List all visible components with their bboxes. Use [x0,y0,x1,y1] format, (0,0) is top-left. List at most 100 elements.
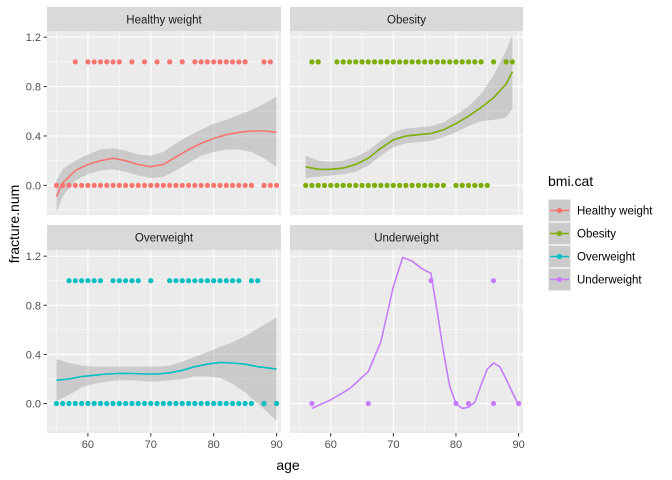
x-tick-label: 90 [512,439,524,451]
data-point [198,182,204,188]
data-point [217,278,223,284]
data-point [484,182,490,188]
data-point [334,59,340,65]
data-point [261,59,267,65]
data-point [378,59,384,65]
smooth-line [55,130,277,197]
data-point [267,182,273,188]
data-point [110,400,116,407]
data-point [371,182,378,188]
facet-strip [47,225,281,250]
data-point [211,278,217,284]
data-point [261,400,267,407]
data-point [490,59,497,65]
data-point [384,59,390,65]
y-tick-label: 0.8 [26,300,41,312]
data-point [91,278,97,284]
data-point [236,400,242,407]
data-point [415,59,422,65]
panel-background [290,250,523,433]
data-point [229,59,236,65]
data-point [204,182,211,188]
x-axis-title: age [276,457,300,473]
data-point [66,278,72,284]
data-point [72,278,78,284]
panel-overweight: Overweight [47,225,281,433]
data-point [72,59,78,65]
data-point [97,182,104,188]
data-point [179,400,185,407]
data-point [309,182,315,188]
facet-panels: Healthy weight Obesity Overweight Underweig… [47,7,523,433]
data-point [116,278,122,284]
data-point [334,182,340,188]
x-tick-label: 60 [325,439,337,451]
data-point [453,182,459,188]
data-point [66,182,72,188]
data-point [192,278,198,284]
data-point [321,182,328,188]
data-point [167,59,173,65]
data-point [123,400,129,407]
data-point [217,400,223,407]
data-point [465,182,472,188]
data-point [135,182,141,188]
data-point [148,278,154,284]
data-point [365,59,371,65]
data-point [223,59,229,65]
data-point [141,182,148,188]
data-point [198,400,204,407]
data-point [459,182,465,188]
data-point [242,400,248,407]
legend-label: Obesity [577,229,616,241]
data-point [179,278,185,284]
legend-label: Underweight [577,275,642,287]
data-point [85,400,91,407]
data-point [371,59,378,65]
data-point [135,278,141,284]
smooth-line [56,361,277,381]
data-point [229,400,236,407]
x-tick-label: 80 [450,439,462,451]
data-point [160,400,166,407]
data-point [309,400,315,407]
data-point [173,278,179,284]
data-point [154,400,160,407]
data-point [72,400,78,407]
data-point [236,59,242,65]
data-point [85,59,91,65]
axes: age fracture.num 0.0 0.4 0.8 1.2 0.0 0.4 0.8 1.… [6,32,525,473]
y-tick-label: 0.0 [26,180,41,192]
data-point [309,59,315,65]
data-point [261,182,267,188]
data-point [135,400,141,407]
data-point [453,59,459,65]
smooth-line [305,71,514,171]
data-point [148,182,154,188]
data-point [148,400,154,407]
data-point [85,278,91,284]
y-tick-label: 0.4 [26,131,41,143]
panel-healthy-weight: Healthy weight [47,7,281,215]
x-tick-label: 70 [387,439,399,451]
data-point [116,182,122,188]
legend-item-healthy-weight: Healthy weight [548,199,653,222]
data-point [97,278,104,284]
data-point [248,400,255,407]
data-point [472,182,478,188]
data-point [346,182,353,188]
data-point [91,59,97,65]
data-point [104,400,110,407]
data-point [459,59,465,65]
data-point [167,182,173,188]
data-point [78,278,85,284]
data-point [434,182,440,188]
data-point [397,182,403,188]
smooth-line [311,256,520,410]
data-point [160,182,166,188]
facet-strip-label: Overweight [135,233,194,245]
data-point [229,182,236,188]
legend-key-point [556,253,563,260]
data-point [384,182,390,188]
data-point [242,182,248,188]
